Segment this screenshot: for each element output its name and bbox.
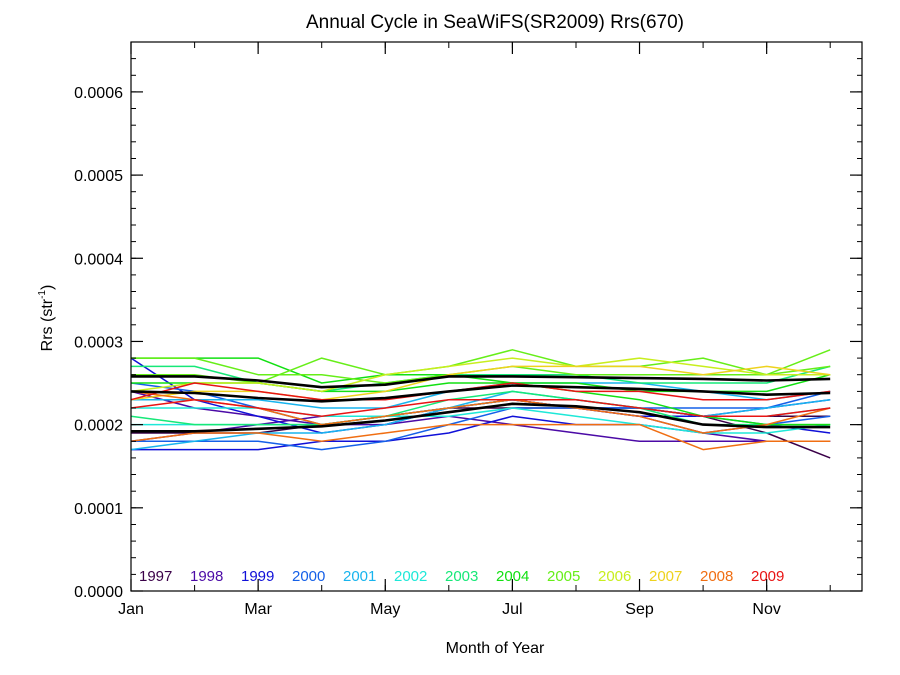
series-line-2006 (130, 357, 831, 393)
legend-entry-2008: 2008 (700, 568, 733, 585)
y-axis-label-superscript: -1 (37, 290, 48, 299)
y-tick-label: 0.0004 (74, 251, 123, 268)
x-tick-label: Jul (502, 601, 522, 618)
y-tick-label: 0.0001 (74, 501, 123, 518)
y-axis-label-main: Rrs (str (39, 298, 56, 351)
x-tick-label: Mar (244, 601, 272, 618)
legend-entry-1999: 1999 (241, 568, 274, 585)
mean-line-25 (130, 384, 831, 403)
chart-title: Annual Cycle in SeaWiFS(SR2009) Rrs(670) (306, 12, 684, 33)
mean-lines-layer (130, 375, 831, 433)
legend-entry-1998: 1998 (190, 568, 223, 585)
axes: 0.0000 0.0001 0.0002 0.0003 0.0004 0.0005 0.00… (74, 41, 863, 618)
series-line-2008 (130, 423, 831, 451)
y-tick-label: 0.0005 (74, 168, 123, 185)
x-tick-label: Sep (625, 601, 654, 618)
legend-entry-2001: 2001 (343, 568, 376, 585)
legend-entry-2003: 2003 (445, 568, 478, 585)
mean-line-24 (131, 375, 831, 389)
legend-entry-1997: 1997 (139, 568, 172, 585)
plot-frame (130, 41, 863, 592)
y-axis-label: Rrs (str-1) (37, 285, 56, 352)
series-line-2000 (131, 390, 831, 451)
y-tick-label: 0.0003 (74, 334, 123, 351)
mean-line-26 (131, 402, 831, 433)
legend: 1997 1998 1999 2000 2001 2002 2003 2004 2005 2006… (139, 568, 784, 585)
series-layer (130, 349, 831, 459)
series-line-2009 (130, 398, 831, 418)
y-tick-label: 0.0002 (74, 418, 123, 435)
legend-entry-2002: 2002 (394, 568, 427, 585)
x-tick-label: Jan (118, 601, 144, 618)
legend-entry-2004: 2004 (496, 568, 529, 585)
legend-entry-2000: 2000 (292, 568, 325, 585)
y-axis-label-tail: ) (39, 285, 56, 290)
legend-entry-2005: 2005 (547, 568, 580, 585)
series-line-2004 (131, 357, 831, 426)
series-line-1998 (130, 390, 831, 443)
series-line-2005 (131, 349, 831, 384)
x-tick-label: Nov (752, 601, 780, 618)
y-tick-label: 0.0000 (74, 584, 123, 601)
y-tick-label: 0.0006 (74, 85, 123, 102)
legend-entry-2006: 2006 (598, 568, 631, 585)
legend-entry-2007: 2007 (649, 568, 682, 585)
series-line-2007 (130, 365, 831, 401)
x-tick-label: May (370, 601, 400, 618)
x-axis-label: Month of Year (446, 640, 545, 657)
legend-entry-2009: 2009 (751, 568, 784, 585)
